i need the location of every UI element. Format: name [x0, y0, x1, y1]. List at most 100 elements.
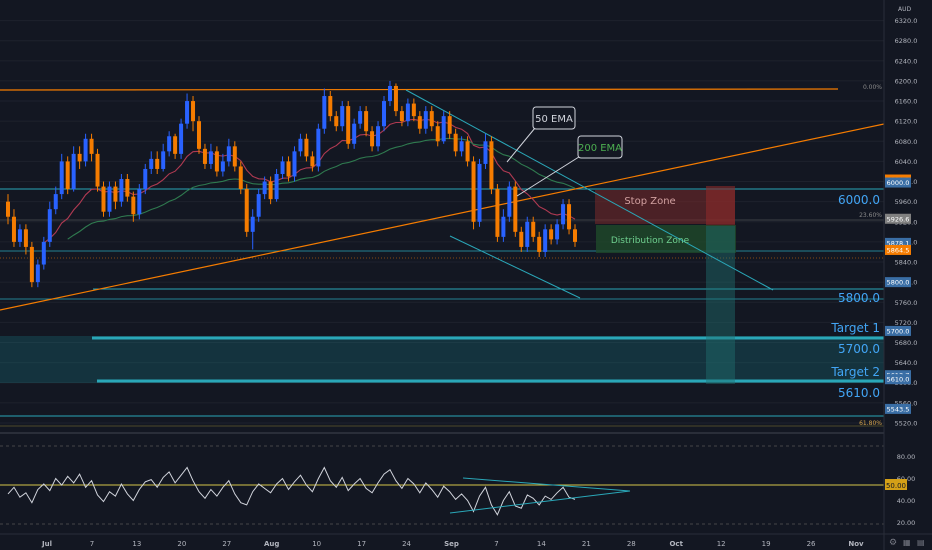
time-axis-label: Jul: [41, 540, 52, 548]
log-scale-icon[interactable]: ▦: [903, 538, 911, 547]
price-tick-label: 5520.0: [895, 419, 918, 427]
settings-icon[interactable]: ⚙: [889, 538, 897, 548]
auto-scale-icon[interactable]: ▤: [917, 538, 925, 547]
candle-body: [393, 85, 398, 112]
candle-body: [208, 151, 213, 164]
candle-body: [196, 121, 201, 149]
candle-body: [35, 264, 40, 283]
candle-body: [555, 224, 560, 240]
fib-23-label: 23.60%: [859, 212, 882, 219]
rsi-current-label: 50.00: [886, 482, 906, 490]
candle-body: [113, 186, 118, 202]
ema50-callout-pointer: [506, 127, 536, 163]
candle-body: [441, 116, 446, 142]
time-axis-label: 7: [494, 540, 498, 548]
candle-body: [567, 204, 572, 230]
channel-upper-line: [405, 89, 774, 291]
candle-body: [107, 186, 112, 212]
level-5800-label: 5800.0: [838, 291, 880, 305]
time-axis-label: 28: [627, 540, 636, 548]
candle-body: [322, 96, 327, 129]
candle-body: [405, 103, 410, 122]
candle-body: [238, 166, 243, 190]
price-tag-label: 5926.6: [887, 215, 910, 223]
candle-body: [328, 96, 333, 117]
price-tag-box: [885, 213, 911, 224]
candle-body: [23, 229, 28, 247]
price-tag-label: 5700.0: [887, 327, 910, 335]
candle-body: [83, 138, 88, 162]
price-tag-box: [885, 325, 911, 336]
time-axis-label: Sep: [444, 540, 459, 548]
grid-lines: [0, 20, 884, 424]
candle-body: [399, 111, 404, 122]
price-tick-label: 6120.0: [895, 118, 918, 126]
candle-body: [489, 141, 494, 190]
candle-body: [423, 111, 428, 129]
candle-body: [340, 106, 345, 127]
time-axis-label: Nov: [848, 540, 864, 548]
candle-body: [250, 216, 255, 232]
candle-body: [537, 236, 542, 252]
currency-label: AUD: [898, 6, 911, 13]
candle-body: [316, 128, 321, 167]
candle-body: [519, 231, 524, 247]
price-tick-label: 5960.0: [895, 198, 918, 206]
candle-body: [65, 161, 70, 190]
candle-body: [220, 161, 225, 172]
time-axis-label: 21: [582, 540, 591, 548]
candle-body: [179, 123, 184, 154]
candle-body: [11, 216, 16, 242]
rsi-triangle-lower: [449, 490, 631, 514]
price-tick-label: 6240.0: [895, 57, 918, 65]
fib-61-label: 61.80%: [859, 420, 882, 427]
price-tag-label: 5543.5: [887, 405, 910, 413]
candle-body: [262, 181, 267, 195]
price-tick-label: 6040.0: [895, 158, 918, 166]
candle-body: [501, 216, 506, 237]
price-tick-label: 5640.0: [895, 359, 918, 367]
channel-lower-line: [449, 235, 581, 299]
time-axis-label: 27: [222, 540, 231, 548]
candle-body: [161, 151, 166, 169]
level-6000-label: 6000.0: [838, 193, 880, 207]
rsi-tick-label: 80.00: [897, 453, 916, 461]
price-tick-label: 5560.0: [895, 399, 918, 407]
time-axis-label: 7: [90, 540, 94, 548]
distribution-zone-box: [596, 225, 736, 253]
level-5700-label: 5700.0: [838, 342, 880, 356]
candle-body: [202, 148, 207, 164]
candle-body: [543, 229, 548, 252]
candle-body: [459, 141, 464, 152]
candle-body: [525, 221, 530, 247]
candle-body: [125, 179, 130, 197]
candle-body: [280, 161, 285, 174]
price-tag-label: 5800.0: [887, 279, 910, 287]
candle-body: [573, 229, 577, 242]
price-tick-label: 6160.0: [895, 98, 918, 106]
candle-body: [292, 151, 297, 177]
time-axis-label: 24: [402, 540, 411, 548]
candle-body: [298, 138, 303, 152]
short-target-box: [706, 226, 735, 384]
time-axis-label: 17: [357, 540, 366, 548]
price-tick-label: 6200.0: [895, 77, 918, 85]
candle-body: [89, 138, 94, 154]
candle-body: [346, 106, 351, 144]
time-axis-labels: Jul 7 13 20 27 Aug 10 17 24 Sep 7 14 21 28 Oct 12 19 26 No…: [41, 540, 864, 548]
candle-body: [137, 189, 142, 215]
rsi-pane: [0, 445, 884, 525]
candle-body: [286, 161, 291, 177]
candle-body: [364, 111, 369, 132]
candle-body: [513, 186, 518, 232]
distribution-zone-label: Distribution Zone: [611, 236, 690, 246]
candle-body: [447, 116, 452, 134]
candle-body: [143, 168, 148, 190]
candle-body: [6, 201, 10, 217]
candle-body: [232, 146, 237, 167]
price-tag-box: [885, 177, 911, 188]
candle-body: [274, 173, 279, 200]
candle-body: [95, 153, 100, 187]
time-axis-label: 14: [537, 540, 546, 548]
